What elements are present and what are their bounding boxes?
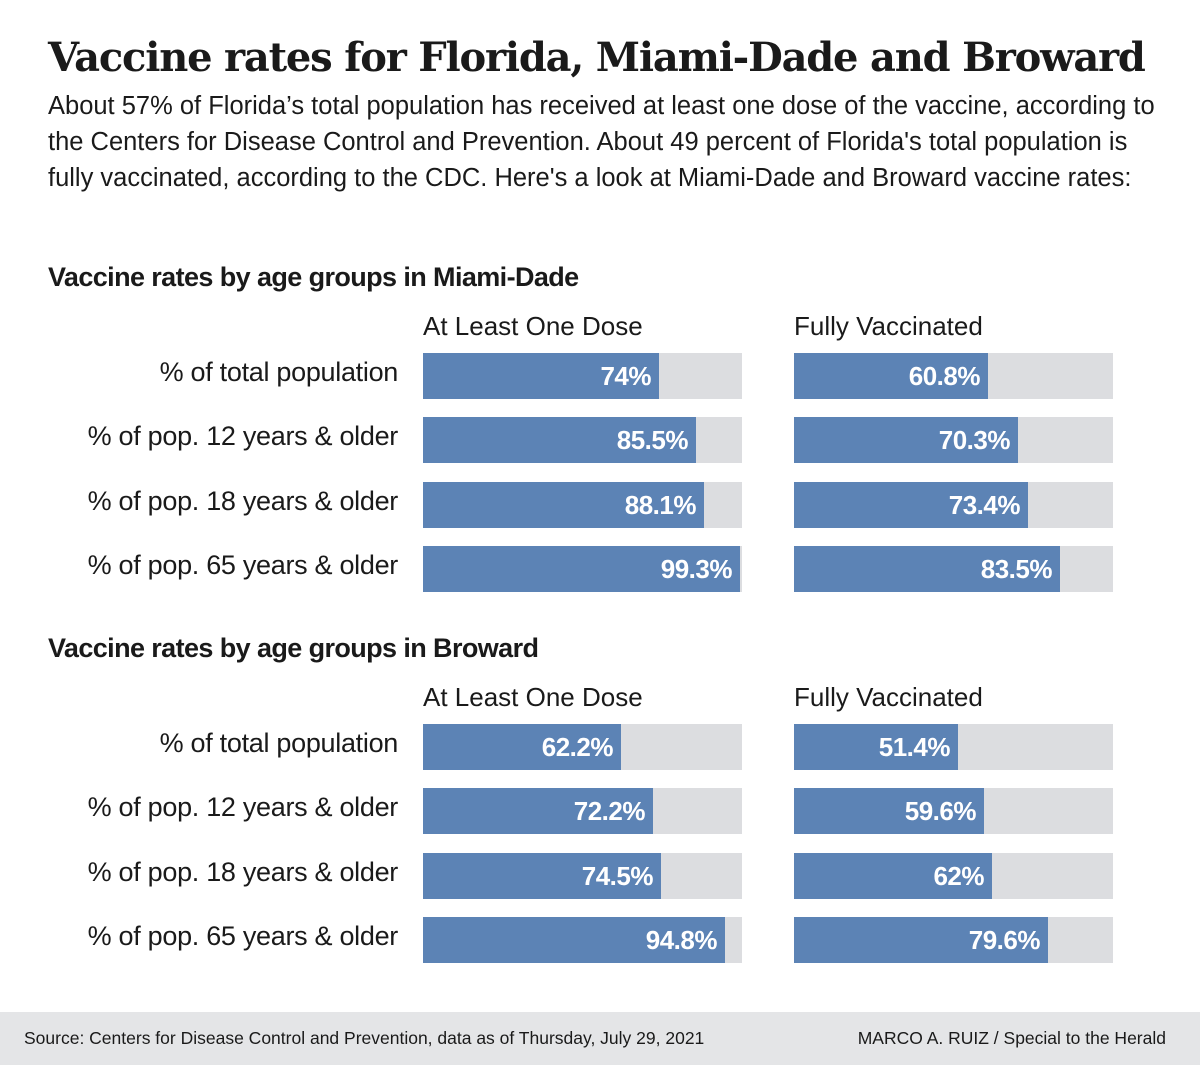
bar-value-label: 88.1% [624,490,697,520]
bar-value-label: 94.8% [645,925,718,955]
bar [794,482,1028,528]
column-header-0: At Least One Dose [423,311,643,341]
bar [423,417,696,463]
column-header-1: Fully Vaccinated [794,311,983,341]
bar-value-label: 51.4% [878,732,951,762]
bar [423,482,704,528]
bar-value-label: 60.8% [908,361,981,391]
bar-value-label: 72.2% [573,796,646,826]
row-label: % of total population [159,357,399,387]
intro-text: About 57% of Florida’s total population … [48,92,1155,192]
bar-value-label: 74% [600,361,651,391]
row-label: % of total population [159,728,399,758]
bar-track: 73.4% [794,482,1113,528]
bar [794,724,958,770]
column-header-1: Fully Vaccinated [794,682,983,712]
bar-value-label: 83.5% [980,554,1053,584]
bar-track: 59.6% [794,788,1113,834]
bar-value-label: 73.4% [948,490,1021,520]
bar-track: 88.1% [423,482,742,528]
bar-value-label: 59.6% [904,796,977,826]
bar-track: 70.3% [794,417,1113,463]
bar [423,546,740,592]
row-label: % of pop. 12 years & older [87,792,399,822]
bar [794,788,984,834]
section-title-0: Vaccine rates by age groups in Miami-Dad… [48,262,579,292]
bar [423,788,653,834]
bar [423,917,725,963]
bar [423,353,659,399]
row-label: % of pop. 12 years & older [87,421,399,451]
bar-value-label: 70.3% [938,425,1011,455]
section-title-1: Vaccine rates by age groups in Broward [48,633,539,663]
row-label: % of pop. 18 years & older [87,486,399,516]
bar-value-label: 85.5% [616,425,689,455]
row-label: % of pop. 65 years & older [87,921,399,951]
row-label: % of pop. 65 years & older [87,550,399,580]
bar-track: 62% [794,853,1113,899]
bar [794,917,1048,963]
source-note: Source: Centers for Disease Control and … [24,1028,705,1048]
bar-value-label: 99.3% [660,554,733,584]
bar-value-label: 79.6% [968,925,1041,955]
bar [794,417,1018,463]
bar-track: 62.2% [423,724,742,770]
bar-track: 99.3% [423,546,742,592]
bar-track: 51.4% [794,724,1113,770]
bar [794,353,988,399]
bar-value-label: 62% [933,861,984,891]
page-title: Vaccine rates for Florida, Miami-Dade an… [48,34,1146,81]
bar-track: 85.5% [423,417,742,463]
bar [423,853,661,899]
bar-track: 79.6% [794,917,1113,963]
credit-line: MARCO A. RUIZ / Special to the Herald [857,1028,1166,1048]
bar [423,724,621,770]
bar-track: 74% [423,353,742,399]
bar-value-label: 74.5% [581,861,654,891]
bar-value-label: 62.2% [541,732,614,762]
bar [794,853,992,899]
footer: Source: Centers for Disease Control and … [0,1012,1200,1065]
column-header-0: At Least One Dose [423,682,643,712]
bar-track: 74.5% [423,853,742,899]
row-label: % of pop. 18 years & older [87,857,399,887]
bar-track: 72.2% [423,788,742,834]
bar-track: 83.5% [794,546,1113,592]
bar-track: 60.8% [794,353,1113,399]
bar-track: 94.8% [423,917,742,963]
bar [794,546,1060,592]
